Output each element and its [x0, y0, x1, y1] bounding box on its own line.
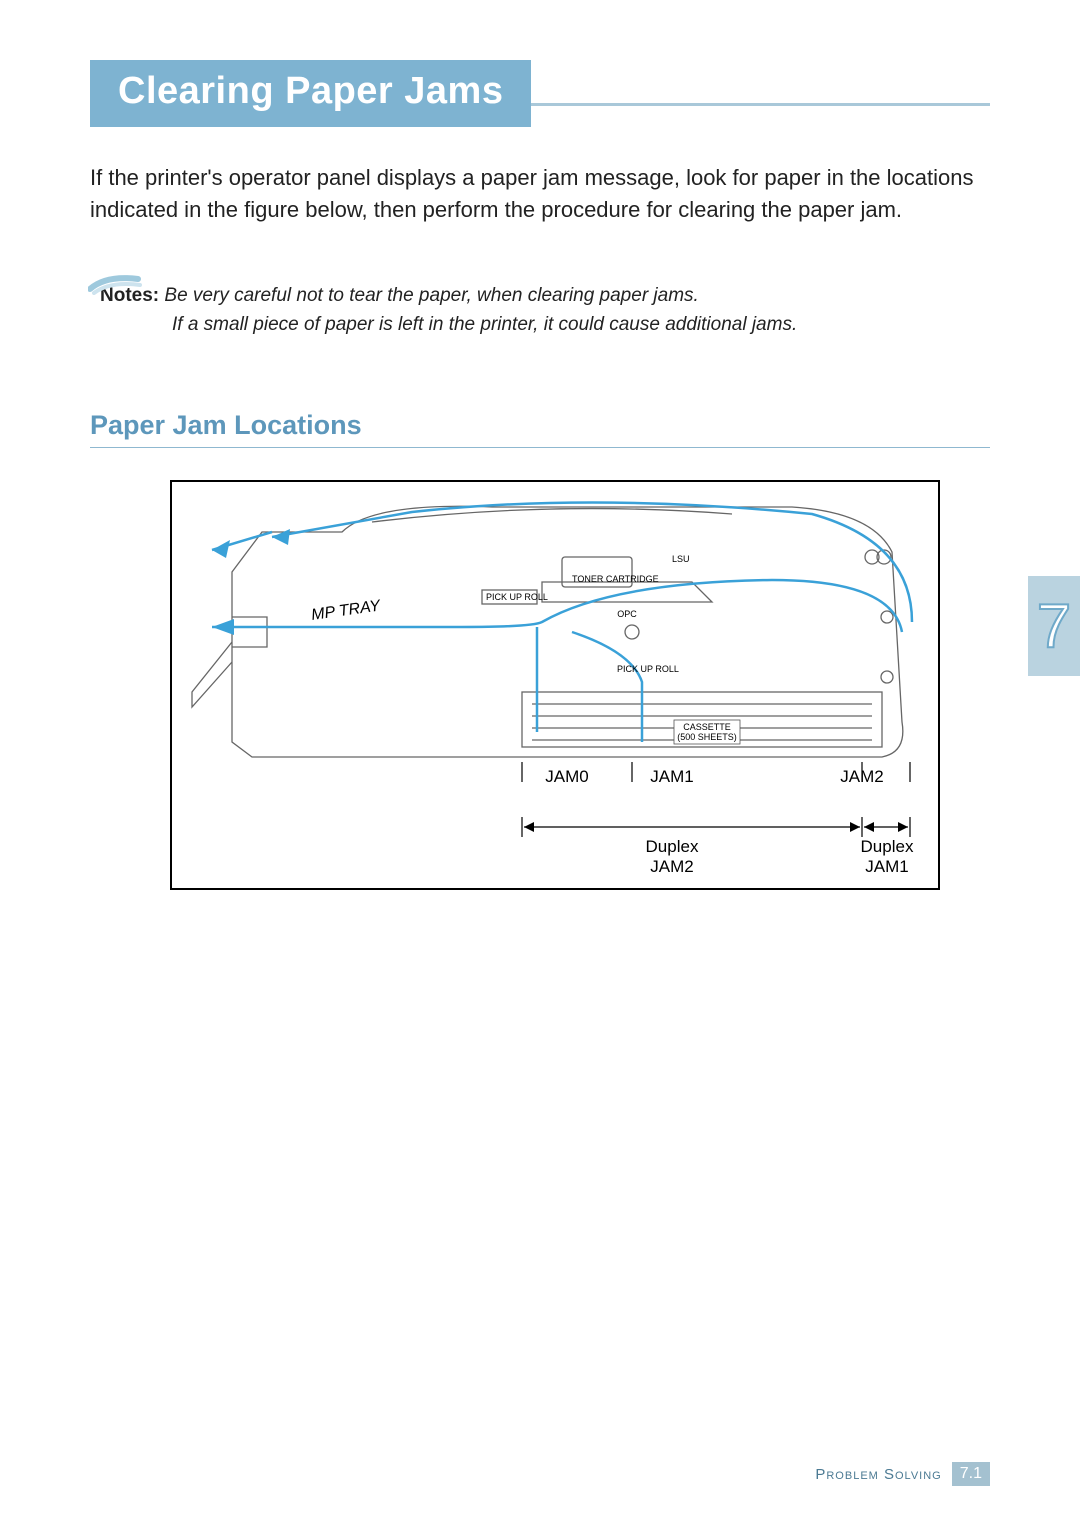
- footer-section-label: Problem Solving: [815, 1466, 941, 1483]
- label-mp-tray: MP TRAY: [310, 597, 382, 624]
- label-pickup-2: PICK UP ROLL: [617, 664, 679, 674]
- page-title: Clearing Paper Jams: [90, 60, 531, 127]
- title-bar: Clearing Paper Jams: [90, 60, 990, 127]
- notes-line-1: Be very careful not to tear the paper, w…: [164, 285, 698, 306]
- label-jam1: JAM1: [650, 767, 693, 786]
- notes-line-2: If a small piece of paper is left in the…: [172, 314, 797, 335]
- label-jam0: JAM0: [545, 767, 588, 786]
- label-cassette-sub-2: (500 SHEETS): [677, 732, 737, 742]
- swoosh-icon: [88, 273, 143, 295]
- label-duplex-jam2-sub: JAM2: [650, 857, 693, 876]
- label-toner: TONER CARTRIDGE: [572, 574, 659, 584]
- label-duplex-jam2: Duplex: [646, 837, 699, 856]
- footer-page-number: 7.1: [952, 1462, 990, 1486]
- label-cassette-2: CASSETTE: [683, 722, 731, 732]
- title-rule: [531, 103, 990, 106]
- jam-locations-diagram: MP TRAY PICK UP ROLL TONER CARTRIDGE LSU…: [170, 480, 940, 890]
- label-duplex-jam1-sub: JAM1: [865, 857, 908, 876]
- label-jam2: JAM2: [840, 767, 883, 786]
- section-heading: Paper Jam Locations: [90, 410, 990, 448]
- label-pickup-1: PICK UP ROLL: [486, 592, 548, 602]
- intro-paragraph: If the printer's operator panel displays…: [90, 162, 990, 226]
- page-footer: Problem Solving 7.1: [815, 1462, 990, 1486]
- notes-block: Notes: Be very careful not to tear the p…: [100, 281, 990, 340]
- label-lsu: LSU: [672, 554, 690, 564]
- label-opc: OPC: [617, 609, 637, 619]
- chapter-number: 7: [1037, 591, 1071, 662]
- label-duplex-jam1: Duplex: [861, 837, 914, 856]
- chapter-tab: 7: [1028, 576, 1080, 676]
